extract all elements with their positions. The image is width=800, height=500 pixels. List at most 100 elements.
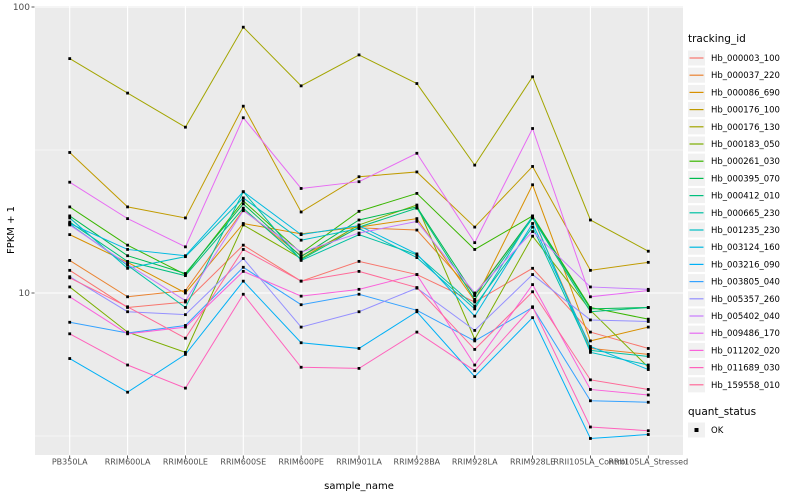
data-point [241,269,245,273]
data-point [299,325,303,329]
data-point [68,220,72,224]
data-point [646,400,650,404]
data-point [184,216,187,220]
data-point [299,238,303,242]
data-point [299,255,303,259]
data-point [473,375,477,379]
x-tick-label: RRII105LA_Stressed [608,458,688,467]
data-point [68,320,72,324]
data-point [531,225,534,229]
data-point [241,257,245,260]
data-point [357,269,361,273]
data-point [241,209,245,213]
data-point [531,305,534,309]
legend-item-label: Hb_000003_100 [711,54,780,64]
data-point [357,175,361,179]
data-point [473,163,477,167]
data-point [646,393,650,397]
data-point [126,254,129,258]
data-point [473,241,477,245]
data-point [415,219,419,223]
data-point [68,151,72,154]
data-point [68,295,72,299]
data-point [126,217,129,221]
legend-item-label: Hb_005402_040 [711,312,780,322]
data-point [589,308,592,312]
legend-key-point-ok [694,428,699,432]
data-point [68,223,72,227]
data-point [68,222,72,225]
data-point [184,125,187,129]
x-tick-label: RRIM600LE [163,458,208,467]
data-point [299,303,303,307]
data-point [299,233,303,237]
data-point [415,308,419,312]
data-point [126,243,129,247]
data-point [531,266,534,270]
data-point [241,104,245,108]
data-point [126,266,129,270]
data-point [184,274,187,278]
x-tick-label: RRIM600LA [105,458,151,467]
data-point [184,350,187,354]
data-point [589,295,592,299]
data-point [415,170,419,174]
data-point [126,310,129,314]
legend-item-label: Hb_159558_010 [711,381,780,391]
x-tick-label: RRIM928BA [394,458,441,467]
data-point [299,279,303,283]
data-point [589,399,592,403]
data-point [646,289,650,292]
legend-item-label: Hb_000086_690 [711,88,780,98]
data-point [184,313,187,317]
data-point [241,243,245,247]
x-tick-label: RRIM600PE [278,458,324,467]
data-point [646,429,650,433]
data-point [184,254,187,258]
data-point [473,348,477,351]
data-point [357,233,361,237]
data-point [415,217,419,221]
data-point [184,336,187,340]
data-point [357,218,361,222]
y-tick-label-100: 100 [13,3,30,13]
data-point [299,84,303,88]
data-point [241,25,245,29]
data-point [299,341,303,345]
data-point [646,365,650,369]
data-point [415,330,419,334]
x-tick-label: RRIM901LA [336,458,382,467]
data-point [646,347,650,350]
data-point [473,363,477,367]
data-point [531,216,534,220]
data-point [473,328,477,332]
data-point [646,317,650,321]
data-point [68,216,72,220]
x-tick-label: PB350LA [52,458,88,467]
data-point [126,305,129,309]
legend-item-label: Hb_000665_230 [711,209,780,219]
legend-item-label: Hb_000176_100 [711,106,780,116]
y-tick-label-10: 10 [19,289,31,299]
data-point [357,366,361,370]
legend-item-label: Hb_000037_220 [711,71,780,81]
data-point [589,306,592,309]
data-point [531,127,534,130]
data-point [126,91,129,95]
data-point [646,388,650,391]
data-point [589,339,592,343]
data-point [68,259,72,262]
data-point [241,223,245,227]
data-point [646,355,650,358]
data-point [184,272,187,275]
data-point [531,75,534,79]
data-point [184,289,187,292]
data-point [473,339,477,343]
data-point [357,224,361,228]
data-point [184,291,187,295]
legend-item-label: Hb_003805_040 [711,278,780,288]
data-point [646,325,650,329]
legend-item-label: Hb_000412_010 [711,192,780,202]
data-point [357,231,361,235]
